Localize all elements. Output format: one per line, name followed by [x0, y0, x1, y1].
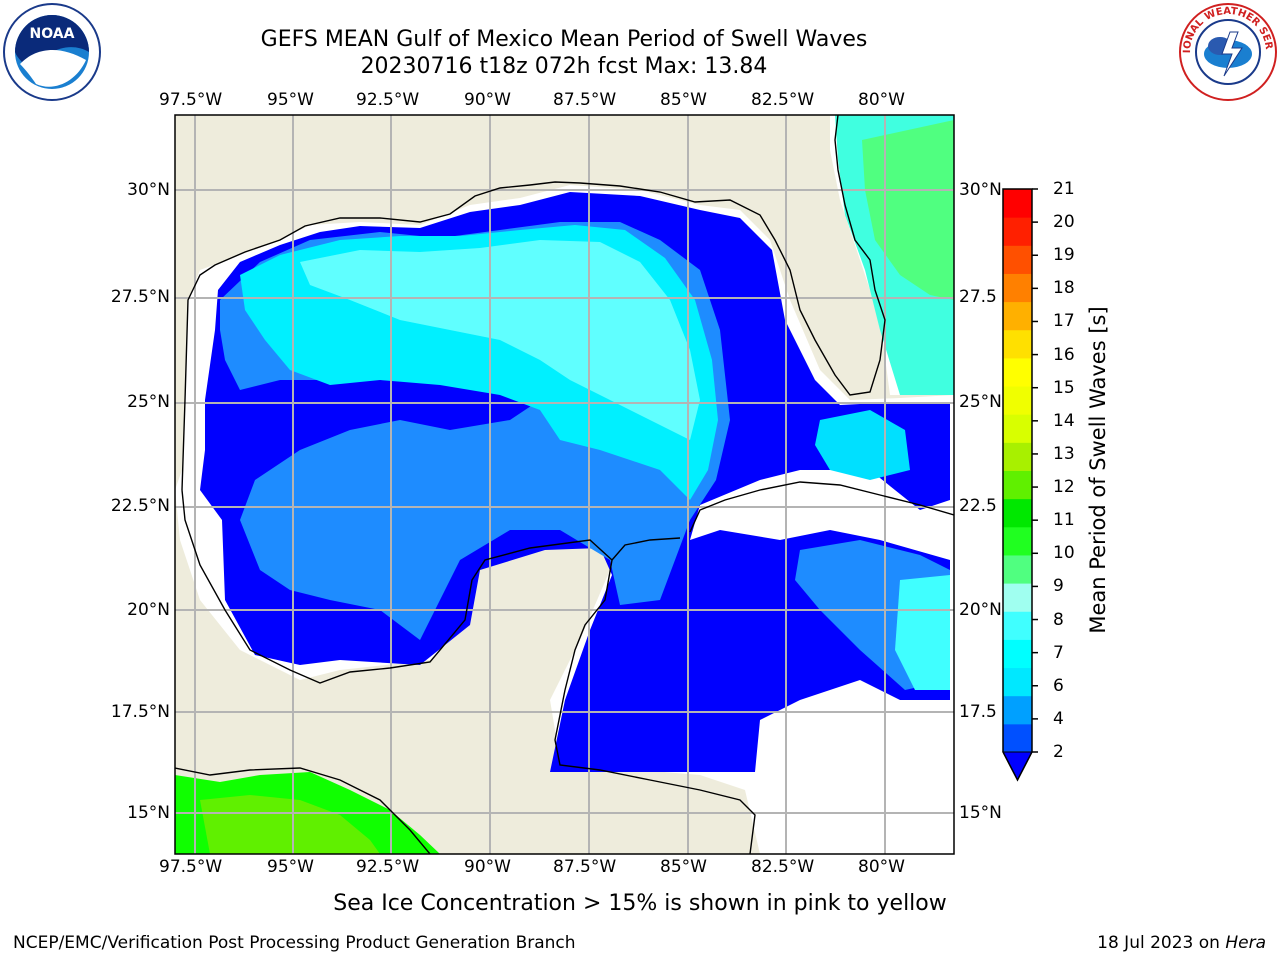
- lon-label-top: 80°W: [858, 90, 905, 110]
- colorbar-swatch: [1003, 442, 1032, 471]
- colorbar-swatch: [1003, 723, 1032, 753]
- svg-text:NOAA: NOAA: [30, 26, 75, 42]
- lon-label-top: 85°W: [660, 90, 707, 110]
- lon-label-bottom: 95°W: [267, 857, 314, 877]
- colorbar-swatch: [1003, 498, 1032, 528]
- colorbar-swatch: [1003, 329, 1032, 359]
- colorbar-tick-label: 4: [1053, 708, 1064, 729]
- colorbar-tick-label: 17: [1053, 311, 1075, 332]
- lat-label-left: 17.5°N: [110, 702, 170, 722]
- coastline-yucatan-east: [611, 537, 681, 561]
- colorbar-tick-label: 18: [1053, 278, 1075, 299]
- colorbar-extend-arrow: [1002, 751, 1033, 782]
- lon-label-bottom: 80°W: [858, 857, 905, 877]
- lon-label-top: 92.5°W: [356, 90, 420, 110]
- colorbar-swatch: [1003, 526, 1032, 556]
- lon-label-top: 82.5°W: [751, 90, 815, 110]
- lat-label-right: 22.5: [959, 496, 997, 516]
- lat-label-left: 27.5°N: [110, 287, 170, 307]
- lat-label-right: 15°N: [959, 803, 1002, 823]
- colorbar-tick-label: 20: [1053, 212, 1075, 233]
- lon-label-top: 90°W: [464, 90, 511, 110]
- colorbar-label: Mean Period of Swell Waves [s]: [1086, 306, 1110, 634]
- colorbar-swatch: [1003, 639, 1032, 669]
- colorbar-swatch: [1003, 189, 1032, 218]
- colorbar-swatch: [1003, 301, 1032, 331]
- colorbar-tick-label: 13: [1053, 443, 1075, 464]
- colorbar-tick-label: 15: [1053, 377, 1075, 398]
- lon-label-top: 97.5°W: [159, 90, 223, 110]
- colorbar-swatch: [1003, 554, 1032, 584]
- lat-label-left: 30°N: [127, 180, 170, 200]
- colorbar-tick-label: 7: [1053, 642, 1064, 663]
- colorbar-swatch: [1003, 414, 1032, 443]
- coastline-mexico: [181, 489, 756, 854]
- colorbar-swatch: [1003, 583, 1032, 612]
- swell-fill-pacific-12s: [200, 795, 380, 854]
- lon-label-bottom: 85°W: [660, 857, 707, 877]
- map-frame: [174, 114, 955, 855]
- colorbar-tick-label: 21: [1053, 179, 1075, 199]
- lat-label-right: 20°N: [959, 600, 1002, 620]
- run-date: 18 Jul 2023 on Hera: [1097, 933, 1266, 953]
- colorbar-tick-label: 14: [1053, 410, 1075, 431]
- colorbar: [1002, 188, 1038, 782]
- noaa-logo: NOAA: [2, 2, 102, 102]
- lon-label-bottom: 92.5°W: [356, 857, 420, 877]
- lon-label-bottom: 90°W: [464, 857, 511, 877]
- forecast-subtitle: 20230716 t18z 072h fcst Max: 13.84: [360, 54, 768, 79]
- lon-label-bottom: 97.5°W: [159, 857, 223, 877]
- colorbar-tick-label: 11: [1053, 510, 1075, 531]
- lon-label-top: 87.5°W: [553, 90, 617, 110]
- coastline-pacific: [175, 767, 431, 854]
- swell-fill-caribbean-7s: [895, 575, 950, 690]
- coastline-gulf: [181, 115, 886, 491]
- colorbar-swatch: [1003, 470, 1032, 500]
- colorbar-swatch: [1003, 245, 1032, 274]
- colorbar-swatch: [1003, 217, 1032, 246]
- lat-label-right: 27.5: [959, 287, 997, 307]
- coastline-cuba: [689, 481, 954, 533]
- colorbar-tick-label: 10: [1053, 543, 1075, 564]
- colorbar-frame: [1002, 188, 1033, 782]
- lat-label-left: 25°N: [127, 392, 170, 412]
- colorbar-tick-label: 6: [1053, 675, 1064, 696]
- lat-label-right: 25°N: [959, 392, 1002, 412]
- colorbar-tick-label: 16: [1053, 344, 1075, 365]
- sea-ice-note: Sea Ice Concentration > 15% is shown in …: [333, 891, 947, 916]
- lat-label-right: 17.5: [959, 702, 997, 722]
- producer-credit: NCEP/EMC/Verification Post Processing Pr…: [13, 933, 576, 953]
- lat-label-right: 30°N: [959, 180, 1002, 200]
- colorbar-swatch: [1003, 695, 1032, 725]
- colorbar-tick-label: 9: [1053, 576, 1064, 597]
- colorbar-swatch: [1003, 357, 1032, 387]
- colorbar-swatch: [1003, 273, 1032, 303]
- swell-fill-7-8s: [300, 240, 700, 440]
- lon-label-bottom: 87.5°W: [553, 857, 617, 877]
- colorbar-tick-label: 2: [1053, 742, 1064, 762]
- colorbar-swatch: [1003, 386, 1032, 415]
- lon-label-bottom: 82.5°W: [751, 857, 815, 877]
- nws-logo: NATIONAL WEATHER SERVICE: [1174, 0, 1278, 102]
- colorbar-tick-label: 19: [1053, 245, 1075, 266]
- lat-label-left: 20°N: [127, 600, 170, 620]
- colorbar-swatch: [1003, 611, 1032, 640]
- lon-label-top: 95°W: [267, 90, 314, 110]
- colorbar-tick-label: 12: [1053, 477, 1075, 498]
- colorbar-tick-label: 8: [1053, 609, 1064, 630]
- lat-label-left: 15°N: [127, 803, 170, 823]
- lat-label-left: 22.5°N: [110, 496, 170, 516]
- swell-fill-caribbean-6s: [815, 410, 910, 480]
- chart-title: GEFS MEAN Gulf of Mexico Mean Period of …: [260, 27, 868, 52]
- colorbar-swatch: [1003, 667, 1032, 697]
